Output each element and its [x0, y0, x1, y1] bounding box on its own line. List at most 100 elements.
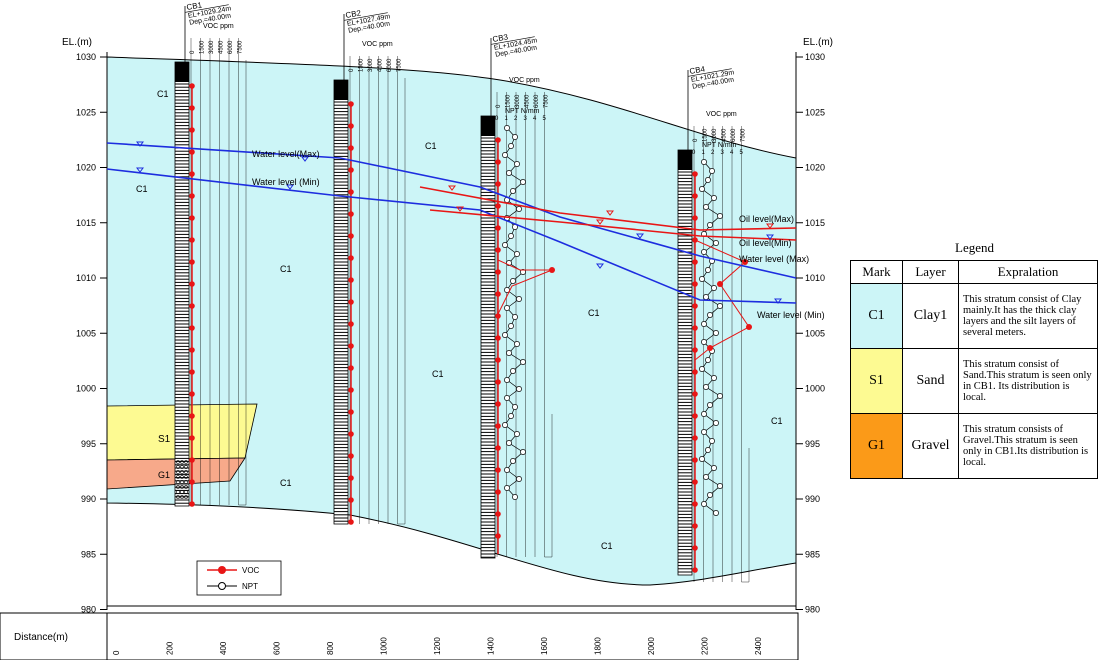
- npt-point: [510, 458, 516, 464]
- npt-scale-tick: 3: [721, 150, 725, 156]
- voc-point: [495, 159, 501, 165]
- elevation-ticks-left: 1030 1025 1020 1015 1010 1005 1000 995 990 985 980: [76, 52, 107, 615]
- gravel-symbol: [180, 485, 184, 489]
- voc-scale-tick: 7500: [544, 94, 550, 108]
- distance-tick-label: 2000: [647, 637, 656, 655]
- distance-tick-label: 1000: [380, 637, 389, 655]
- borehole-id: CB4: [689, 64, 706, 76]
- voc-point: [495, 423, 501, 429]
- gravel-symbol: [184, 490, 188, 494]
- npt-point: [705, 267, 711, 273]
- elevation-tick-label-right: 995: [805, 439, 820, 449]
- voc-point: [692, 501, 698, 507]
- legend-desc-s1: This stratum consist of Sand.This stratu…: [958, 348, 1098, 414]
- gravel-symbol: [184, 465, 188, 469]
- npt-point: [699, 186, 705, 192]
- voc-point: [348, 409, 354, 415]
- voc-point: [692, 391, 698, 397]
- npt-point: [506, 170, 512, 176]
- npt-point: [510, 188, 516, 194]
- voc-scale-tick: 3000: [368, 58, 374, 72]
- npt-point: [703, 384, 709, 390]
- npt-point: [516, 476, 522, 482]
- level-marker-icon: [456, 206, 464, 212]
- stratum-label-c1: C1: [432, 369, 444, 379]
- voc-point: [348, 101, 354, 107]
- npt-point: [701, 159, 707, 165]
- voc-scale-tick: 0: [693, 138, 699, 142]
- npt-point: [504, 377, 510, 383]
- npt-scale-tick: 1: [505, 116, 509, 122]
- npt-point: [506, 350, 512, 356]
- npt-point: [717, 393, 723, 399]
- voc-scale-tick: 6000: [387, 58, 393, 72]
- level-marker-icon: [766, 223, 774, 229]
- legend-npt-label: NPT: [242, 582, 258, 591]
- npt-point: [709, 438, 715, 444]
- strata-legend: Legend Mark Layer Expralation C1 Clay1 T…: [850, 240, 1099, 479]
- legend-title: Legend: [955, 240, 994, 255]
- npt-point: [508, 323, 514, 329]
- voc-point: [189, 457, 195, 463]
- voc-point: [189, 435, 195, 441]
- voc-point: [692, 523, 698, 529]
- voc-point: [348, 299, 354, 305]
- distance-tick-label: 2200: [701, 637, 710, 655]
- npt-point: [717, 303, 723, 309]
- voc-point: [348, 519, 354, 525]
- elevation-tick-label-right: 1010: [805, 273, 825, 283]
- stratum-label-c1: C1: [588, 308, 600, 318]
- legend-desc-c1: This stratum consist of Clay mainly.It h…: [958, 283, 1098, 349]
- borehole-header-underline: [185, 4, 229, 13]
- voc-scale-title: VOC ppm: [362, 41, 393, 48]
- level-marker-icon: [136, 141, 144, 147]
- legend-desc-g1: This stratum consists of Gravel.This str…: [958, 413, 1098, 479]
- legend-row-c1: C1 Clay1 This stratum consist of Clay ma…: [850, 283, 1098, 349]
- elevation-tick-label-left: 1030: [76, 52, 96, 62]
- voc-point: [348, 123, 354, 129]
- npt-point: [508, 413, 514, 419]
- voc-scale-tick: 7500: [238, 40, 244, 54]
- voc-npt-legend: VOC NPT: [196, 560, 282, 596]
- voc-point: [189, 391, 195, 397]
- npt-point: [705, 177, 711, 183]
- distance-axis-band: [0, 612, 799, 660]
- npt-point: [711, 375, 717, 381]
- voc-point: [495, 269, 501, 275]
- elevation-tick-label-right: 1015: [805, 218, 825, 228]
- voc-point: [692, 413, 698, 419]
- voc-point: [692, 325, 698, 331]
- distance-ticks: 0 200 400 600 800 1000 1200 1400 1600 1800 2000 220…: [112, 637, 763, 655]
- npt-point: [701, 249, 707, 255]
- npt-point: [701, 411, 707, 417]
- elevation-tick-label-left: 1010: [76, 273, 96, 283]
- oil-level-min-line: [429, 209, 797, 241]
- gravel-symbol: [180, 495, 184, 499]
- level-marker-icon: [636, 233, 644, 239]
- npt-point: [703, 294, 709, 300]
- voc-point: [348, 145, 354, 151]
- distance-tick-label: 600: [273, 641, 282, 655]
- borehole-id: CB2: [345, 8, 362, 20]
- voc-scale-tick: 0: [496, 104, 502, 108]
- elevation-tick-label-left: 990: [81, 494, 96, 504]
- voc-point: [189, 127, 195, 133]
- npt-point: [707, 312, 713, 318]
- water-level-min-right-label: Water level (Min): [757, 310, 825, 320]
- npt-point: [504, 305, 510, 311]
- npt-point: [514, 161, 520, 167]
- distance-tick-label: 200: [166, 641, 175, 655]
- voc-scale-tick: 3000: [209, 40, 215, 54]
- gravel-symbol: [180, 470, 184, 474]
- level-marker-icon: [301, 156, 309, 162]
- voc-point: [189, 479, 195, 485]
- voc-point: [189, 259, 195, 265]
- elevation-tick-label-right: 1020: [805, 163, 825, 173]
- voc-scale-tick: 6000: [228, 40, 234, 54]
- voc-scale-tick: 4500: [525, 94, 531, 108]
- npt-scale-tick: 2: [711, 150, 715, 156]
- npt-point: [516, 206, 522, 212]
